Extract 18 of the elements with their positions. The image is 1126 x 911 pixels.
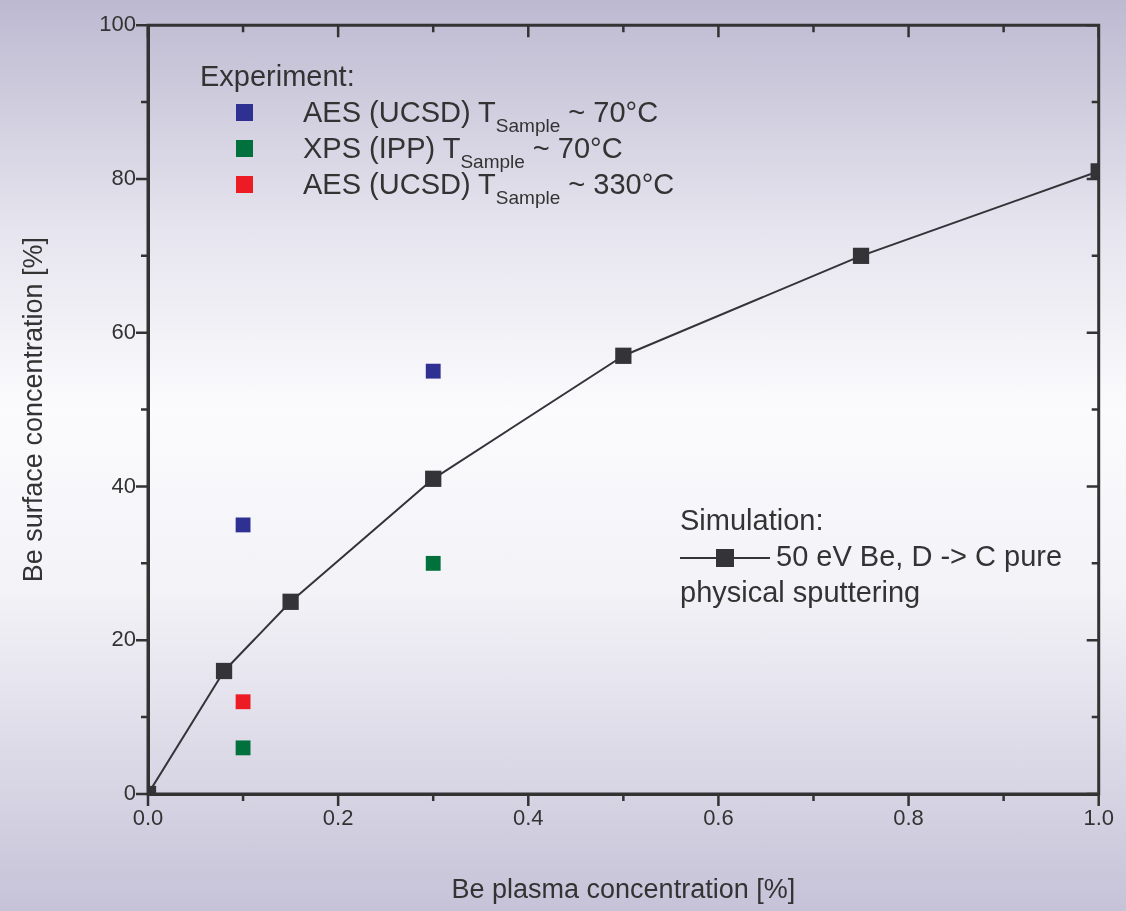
y-tick-label: 100 xyxy=(99,11,136,37)
x-axis-title: Be plasma concentration [%] xyxy=(451,874,796,905)
x-tick-label: 0.4 xyxy=(512,805,544,831)
x-tick-label: 0.2 xyxy=(322,805,354,831)
x-tick-label: 0.8 xyxy=(893,805,924,831)
y-tick-label: 80 xyxy=(111,165,136,191)
legend-label: AES (UCSD) T$_{Sample}$ ~ 70°C xyxy=(303,95,659,136)
y-tick-label: 40 xyxy=(111,472,136,498)
legend-label: 50 eV Be, D -> C pure physical sputtering xyxy=(680,539,1064,610)
y-axis-title: Be surface concentration [%] xyxy=(17,237,48,583)
x-tick-label: 0.6 xyxy=(703,805,734,831)
x-tick-label: 1.0 xyxy=(1083,805,1115,831)
annotation: Simulation: xyxy=(680,503,825,538)
y-tick-label: 0 xyxy=(123,780,136,806)
y-tick-label: 60 xyxy=(111,318,136,344)
y-tick-label: 20 xyxy=(111,626,136,652)
x-tick-label: 0.0 xyxy=(132,805,164,831)
legend-title: Experiment: xyxy=(200,59,356,94)
